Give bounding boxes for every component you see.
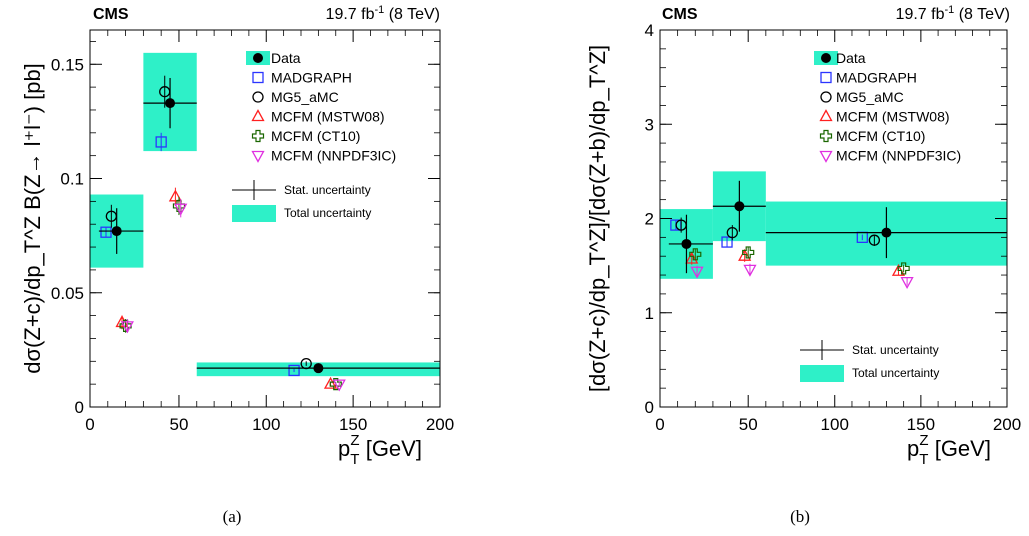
y-tick-label: 0.05	[51, 284, 84, 303]
legend-marker	[820, 71, 832, 84]
legend-marker	[819, 129, 833, 143]
legend-label: Data	[836, 50, 866, 66]
x-tick-label: 150	[907, 415, 935, 434]
prediction-point	[168, 189, 182, 202]
legend-total-symbol	[232, 205, 276, 222]
x-tick-label: 0	[85, 415, 94, 434]
panel-a: CMS 19.7 fb-1 (8 TeV) 0 0.05 0.1 0.15 0 50 100 15…	[20, 4, 454, 526]
luminosity-label: 19.7 fb-1 (8 TeV)	[896, 4, 1010, 23]
y-tick-label: 0	[645, 398, 654, 417]
y-axis-label: [dσ(Z+c)/dp_T^Z]/[dσ(Z+b)/dp_T^Z]	[585, 45, 610, 392]
x-tick-label: 50	[169, 415, 188, 434]
x-tick-label: 100	[252, 415, 280, 434]
plot-frame	[89, 29, 441, 408]
prediction-point	[288, 364, 300, 377]
data-point	[313, 363, 324, 374]
prediction-point	[329, 378, 342, 391]
prediction-point	[742, 246, 755, 259]
x-tick-label: 200	[426, 415, 454, 434]
y-tick-label: 1	[645, 304, 654, 323]
legend-label: MCFM (MSTW08)	[836, 109, 950, 125]
prediction-point	[726, 226, 738, 239]
panel-b: CMS 19.7 fb-1 (8 TeV) 0 1 2 3 4 0 50 100 150 200 Dat…	[585, 4, 1021, 526]
legend-label: MCFM (NNPDF3IC)	[271, 148, 396, 164]
y-tick-label: 0.15	[51, 55, 84, 74]
legend-stat-label: Stat. uncertainty	[284, 183, 371, 197]
legend-marker	[251, 109, 265, 122]
legend-label: MADGRAPH	[271, 70, 352, 86]
legend-label: MCFM (CT10)	[271, 128, 360, 144]
prediction-point	[685, 251, 699, 264]
prediction-point	[689, 248, 702, 261]
prediction-point	[100, 226, 112, 238]
legend-total-label: Total uncertainty	[852, 366, 939, 380]
legend-marker	[252, 91, 264, 103]
legend-label: MG5_aMC	[271, 89, 339, 105]
legend-label: MCFM (CT10)	[836, 128, 925, 144]
x-tick-label: 50	[739, 415, 758, 434]
x-tick-label: 200	[993, 415, 1021, 434]
experiment-label: CMS	[662, 6, 698, 23]
y-tick-label: 0	[75, 398, 84, 417]
legend-marker	[821, 53, 831, 63]
prediction-point	[743, 264, 757, 277]
x-axis-label: pTZ [GeV]	[338, 432, 422, 468]
luminosity-label: 19.7 fb-1 (8 TeV)	[326, 4, 440, 23]
x-tick-label: 100	[821, 415, 849, 434]
y-tick-label: 0.1	[60, 170, 84, 189]
legend-marker	[251, 129, 265, 143]
legend-total-symbol	[800, 365, 844, 382]
y-tick-label: 3	[645, 115, 654, 134]
legend-label: MCFM (MSTW08)	[271, 109, 385, 125]
legend-label: MCFM (NNPDF3IC)	[836, 148, 961, 164]
prediction-point	[155, 136, 167, 148]
prediction-point	[332, 379, 346, 392]
legend-stat-label: Stat. uncertainty	[852, 343, 939, 357]
prediction-point	[900, 276, 914, 289]
experiment-label: CMS	[93, 6, 129, 23]
legend-marker	[820, 91, 832, 103]
x-tick-label: 150	[339, 415, 367, 434]
panel-caption: (a)	[223, 507, 242, 526]
prediction-point	[721, 236, 733, 248]
legend-label: MADGRAPH	[836, 70, 917, 86]
y-tick-label: 2	[645, 210, 654, 229]
prediction-point	[868, 234, 881, 246]
prediction-point	[897, 262, 910, 275]
x-tick-label: 0	[655, 415, 664, 434]
data-point	[881, 227, 892, 238]
prediction-point	[120, 321, 134, 334]
y-tick-label: 4	[645, 21, 654, 40]
y-axis-label: dσ(Z+c)/dp_T^Z B(Z→ l⁺l⁻) [pb]	[20, 63, 45, 374]
data-point	[734, 201, 745, 212]
legend-marker	[252, 71, 264, 84]
prediction-point	[323, 376, 338, 389]
prediction-point	[174, 203, 188, 216]
data-point	[681, 238, 692, 249]
legend-total-label: Total uncertainty	[284, 206, 371, 220]
prediction-point	[690, 266, 704, 279]
legend-label: Data	[271, 50, 301, 66]
panel-caption: (b)	[790, 507, 810, 526]
data-point	[165, 98, 176, 109]
legend-label: MG5_aMC	[836, 89, 904, 105]
legend-marker	[819, 109, 833, 122]
data-point	[111, 226, 122, 237]
prediction-point	[738, 248, 752, 261]
legend-marker	[819, 150, 833, 163]
x-axis-label: pTZ [GeV]	[907, 432, 991, 468]
legend-marker	[253, 53, 263, 63]
legend-marker	[251, 150, 265, 163]
